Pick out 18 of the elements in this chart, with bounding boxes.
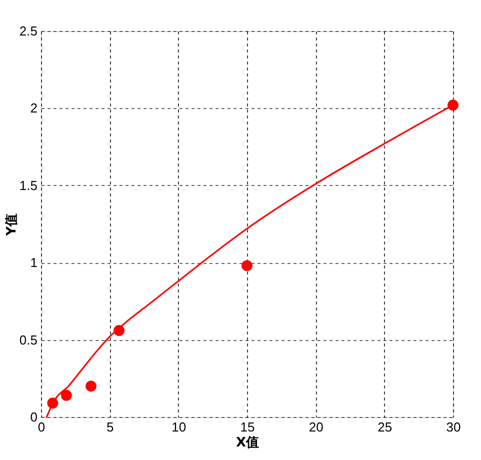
y-tick-label: 2.5 (19, 24, 38, 38)
y-tick-label: 1.5 (19, 178, 38, 193)
y-axis-title: Y值 (4, 213, 20, 237)
y-tick-label: 2 (30, 100, 38, 116)
x-tick-label: 30 (446, 420, 461, 434)
x-tick-label: 25 (378, 420, 392, 434)
point (60, 390, 72, 401)
y-tick-label: 0 (30, 410, 38, 424)
x-tick-label: 15 (240, 420, 255, 434)
x-tick-label: 20 (308, 420, 324, 434)
point (242, 260, 252, 272)
y-tick-label: 1 (30, 255, 38, 270)
x-axis-title: X值 (236, 436, 260, 450)
y-tick-label: 0.5 (19, 332, 38, 348)
x-tick-label: 10 (172, 420, 186, 434)
point (448, 100, 458, 111)
x-tick-label: 5 (106, 420, 114, 434)
point (86, 380, 96, 392)
